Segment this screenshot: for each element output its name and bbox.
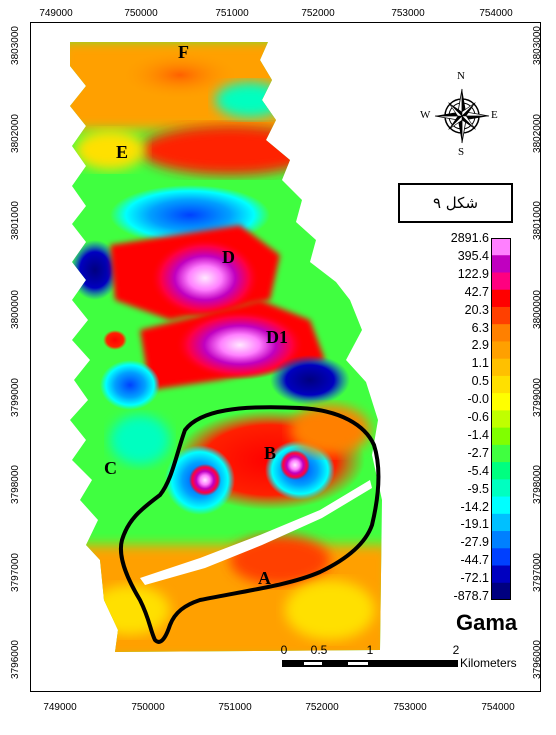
legend-labels: 2891.6 395.4 122.9 42.7 20.3 6.3 2.9 1.1… (420, 232, 489, 612)
x-tick: 750000 (124, 8, 158, 19)
legend-swatch (491, 306, 511, 325)
legend-value: 42.7 (464, 284, 489, 299)
x-tick: 750000 (131, 702, 165, 713)
area-label-c: C (104, 458, 117, 478)
x-tick: 754000 (481, 702, 515, 713)
legend-value: -44.7 (460, 553, 490, 568)
compass-rose: N S E W (420, 70, 500, 160)
legend-swatch (491, 324, 511, 342)
area-label-d: D (222, 247, 235, 267)
legend-swatch (491, 565, 511, 584)
legend-value: -0.0 (467, 392, 489, 407)
x-tick: 752000 (301, 8, 335, 19)
legend-swatch (491, 358, 511, 377)
legend-value: -0.6 (467, 410, 489, 424)
anomaly-zone-outline (118, 405, 381, 644)
x-tick: 754000 (479, 8, 513, 19)
area-label-e: E (116, 142, 129, 162)
legend-value: -9.5 (467, 481, 489, 496)
legend-value: -2.7 (467, 445, 489, 460)
y-tick: 3798000 (9, 465, 21, 504)
y-tick: 3800000 (9, 290, 21, 329)
legend-value: 122.9 (457, 266, 489, 281)
legend-value: -19.1 (460, 517, 490, 532)
x-tick: 749000 (43, 702, 77, 713)
legend-value: -1.4 (467, 427, 489, 442)
legend-value: -5.4 (467, 463, 489, 478)
legend-swatch (491, 548, 511, 567)
legend-swatch (491, 444, 511, 463)
legend-swatch (491, 462, 511, 480)
y-tick: 3799000 (9, 378, 21, 417)
legend-value: 20.3 (464, 302, 489, 317)
y-tick: 3797000 (9, 553, 21, 592)
legend-value: 0.5 (471, 374, 489, 389)
scale-label: 2 (452, 643, 460, 657)
compass-north: N (457, 70, 465, 82)
legend-title: Gama (456, 610, 518, 635)
legend-swatch (491, 479, 511, 498)
x-tick: 751000 (215, 8, 249, 19)
legend-swatch (491, 289, 511, 308)
y-tick: 3802000 (531, 114, 543, 153)
x-tick: 753000 (393, 702, 427, 713)
legend-value: 6.3 (471, 320, 489, 335)
legend-border (491, 238, 511, 600)
legend-value: -72.1 (460, 571, 490, 586)
legend-value: 395.4 (457, 248, 489, 263)
x-tick: 752000 (305, 702, 339, 713)
y-tick: 3798000 (531, 465, 543, 504)
y-tick: 3800000 (531, 290, 543, 329)
scale-label: 1 (366, 643, 374, 657)
figure-caption-box: شکل ۹ (398, 183, 513, 223)
scale-label: 0.5 (310, 643, 328, 657)
legend-value: 2891.6 (450, 231, 489, 245)
y-tick: 3797000 (531, 553, 543, 592)
y-tick: 3803000 (9, 26, 21, 65)
figure-caption: شکل ۹ (432, 194, 479, 212)
scale-bar-graphic (282, 660, 458, 667)
y-tick: 3801000 (531, 201, 543, 240)
y-tick: 3801000 (9, 201, 21, 240)
legend-value: -27.9 (460, 535, 490, 550)
compass-east: E (491, 109, 498, 121)
legend-swatch (491, 393, 511, 411)
x-tick: 751000 (218, 702, 252, 713)
legend-swatch (491, 375, 511, 394)
legend-swatch (491, 582, 511, 600)
legend-swatch (491, 255, 511, 273)
x-tick: 753000 (391, 8, 425, 19)
area-label-b: B (264, 443, 277, 463)
y-tick: 3802000 (9, 114, 21, 153)
y-tick: 3796000 (9, 640, 21, 679)
legend-swatch (491, 410, 511, 429)
legend-swatch (491, 427, 511, 446)
compass-south: S (458, 146, 465, 158)
legend-value: -878.7 (453, 589, 489, 603)
compass-icon (434, 88, 490, 144)
y-tick: 3803000 (531, 26, 543, 65)
legend-swatch (491, 238, 511, 256)
legend-value: -14.2 (460, 499, 490, 514)
area-label-f: F (178, 42, 189, 62)
scale-label: 0 (280, 643, 288, 657)
legend-swatch (491, 272, 511, 291)
legend-value: 2.9 (471, 338, 489, 353)
legend-value: 1.1 (471, 356, 489, 371)
legend-swatch (491, 341, 511, 360)
compass-west: W (420, 109, 431, 121)
legend-swatch (491, 496, 511, 515)
y-tick: 3796000 (531, 640, 543, 679)
legend-swatch (491, 513, 511, 532)
area-label-a: A (258, 568, 271, 588)
y-tick: 3799000 (531, 378, 543, 417)
legend-color-bar (491, 238, 511, 600)
area-label-d1: D1 (266, 327, 288, 347)
x-tick: 749000 (39, 8, 73, 19)
scale-unit: Kilometers (460, 656, 517, 670)
legend-swatch (491, 531, 511, 549)
